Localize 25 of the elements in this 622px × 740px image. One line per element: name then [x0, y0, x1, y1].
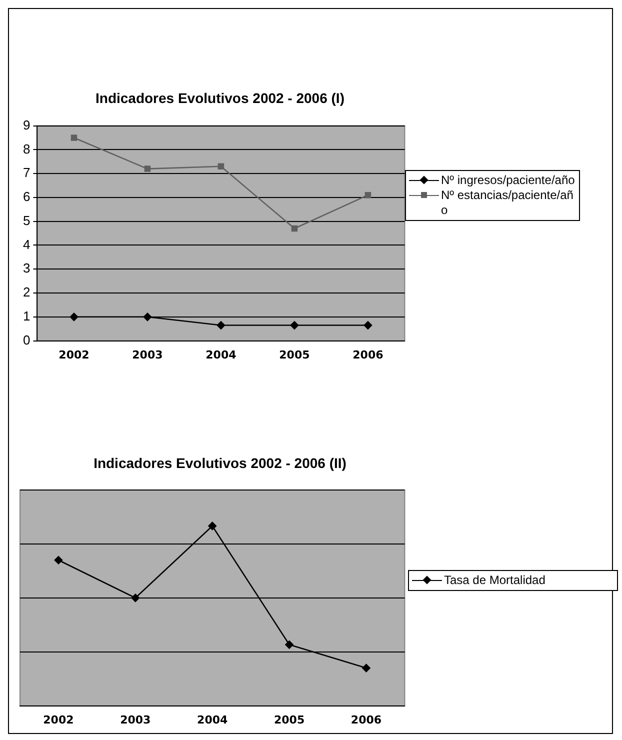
- x-tick-label: 2003: [132, 348, 163, 362]
- x-tick-label: 2006: [350, 713, 382, 726]
- chart-title: Indicadores Evolutivos 2002 - 2006 (I): [94, 90, 346, 106]
- legend-label: Nº ingresos/paciente/año: [441, 173, 576, 188]
- chart-title: Indicadores Evolutivos 2002 - 2006 (II): [92, 455, 348, 471]
- x-tick-label: 2006: [352, 348, 384, 362]
- y-tick-label: 8: [22, 141, 30, 156]
- y-tick-label: 2: [22, 284, 30, 300]
- x-tick-label: 2005: [274, 713, 305, 726]
- x-tick-label: 2004: [197, 713, 228, 726]
- y-tick-label: 9: [22, 117, 30, 132]
- y-tick-label: 1: [22, 308, 30, 324]
- x-tick-label: 2002: [43, 713, 74, 726]
- y-tick-label: 4: [22, 236, 30, 252]
- x-tick-label: 2004: [206, 348, 237, 362]
- x-tick-label: 2005: [279, 348, 310, 362]
- y-tick-label: 7: [22, 165, 30, 180]
- y-tick-label: 5: [22, 212, 30, 228]
- legend-label: Tasa de Mortalidad: [444, 573, 546, 588]
- y-tick-label: 6: [22, 189, 30, 204]
- x-tick-label: 2002: [58, 348, 90, 362]
- x-tick-label: 2003: [120, 713, 151, 726]
- y-tick-label: 3: [22, 260, 30, 276]
- legend-label: Nº estancias/paciente/año: [441, 188, 574, 218]
- y-tick-label: 0: [22, 332, 30, 348]
